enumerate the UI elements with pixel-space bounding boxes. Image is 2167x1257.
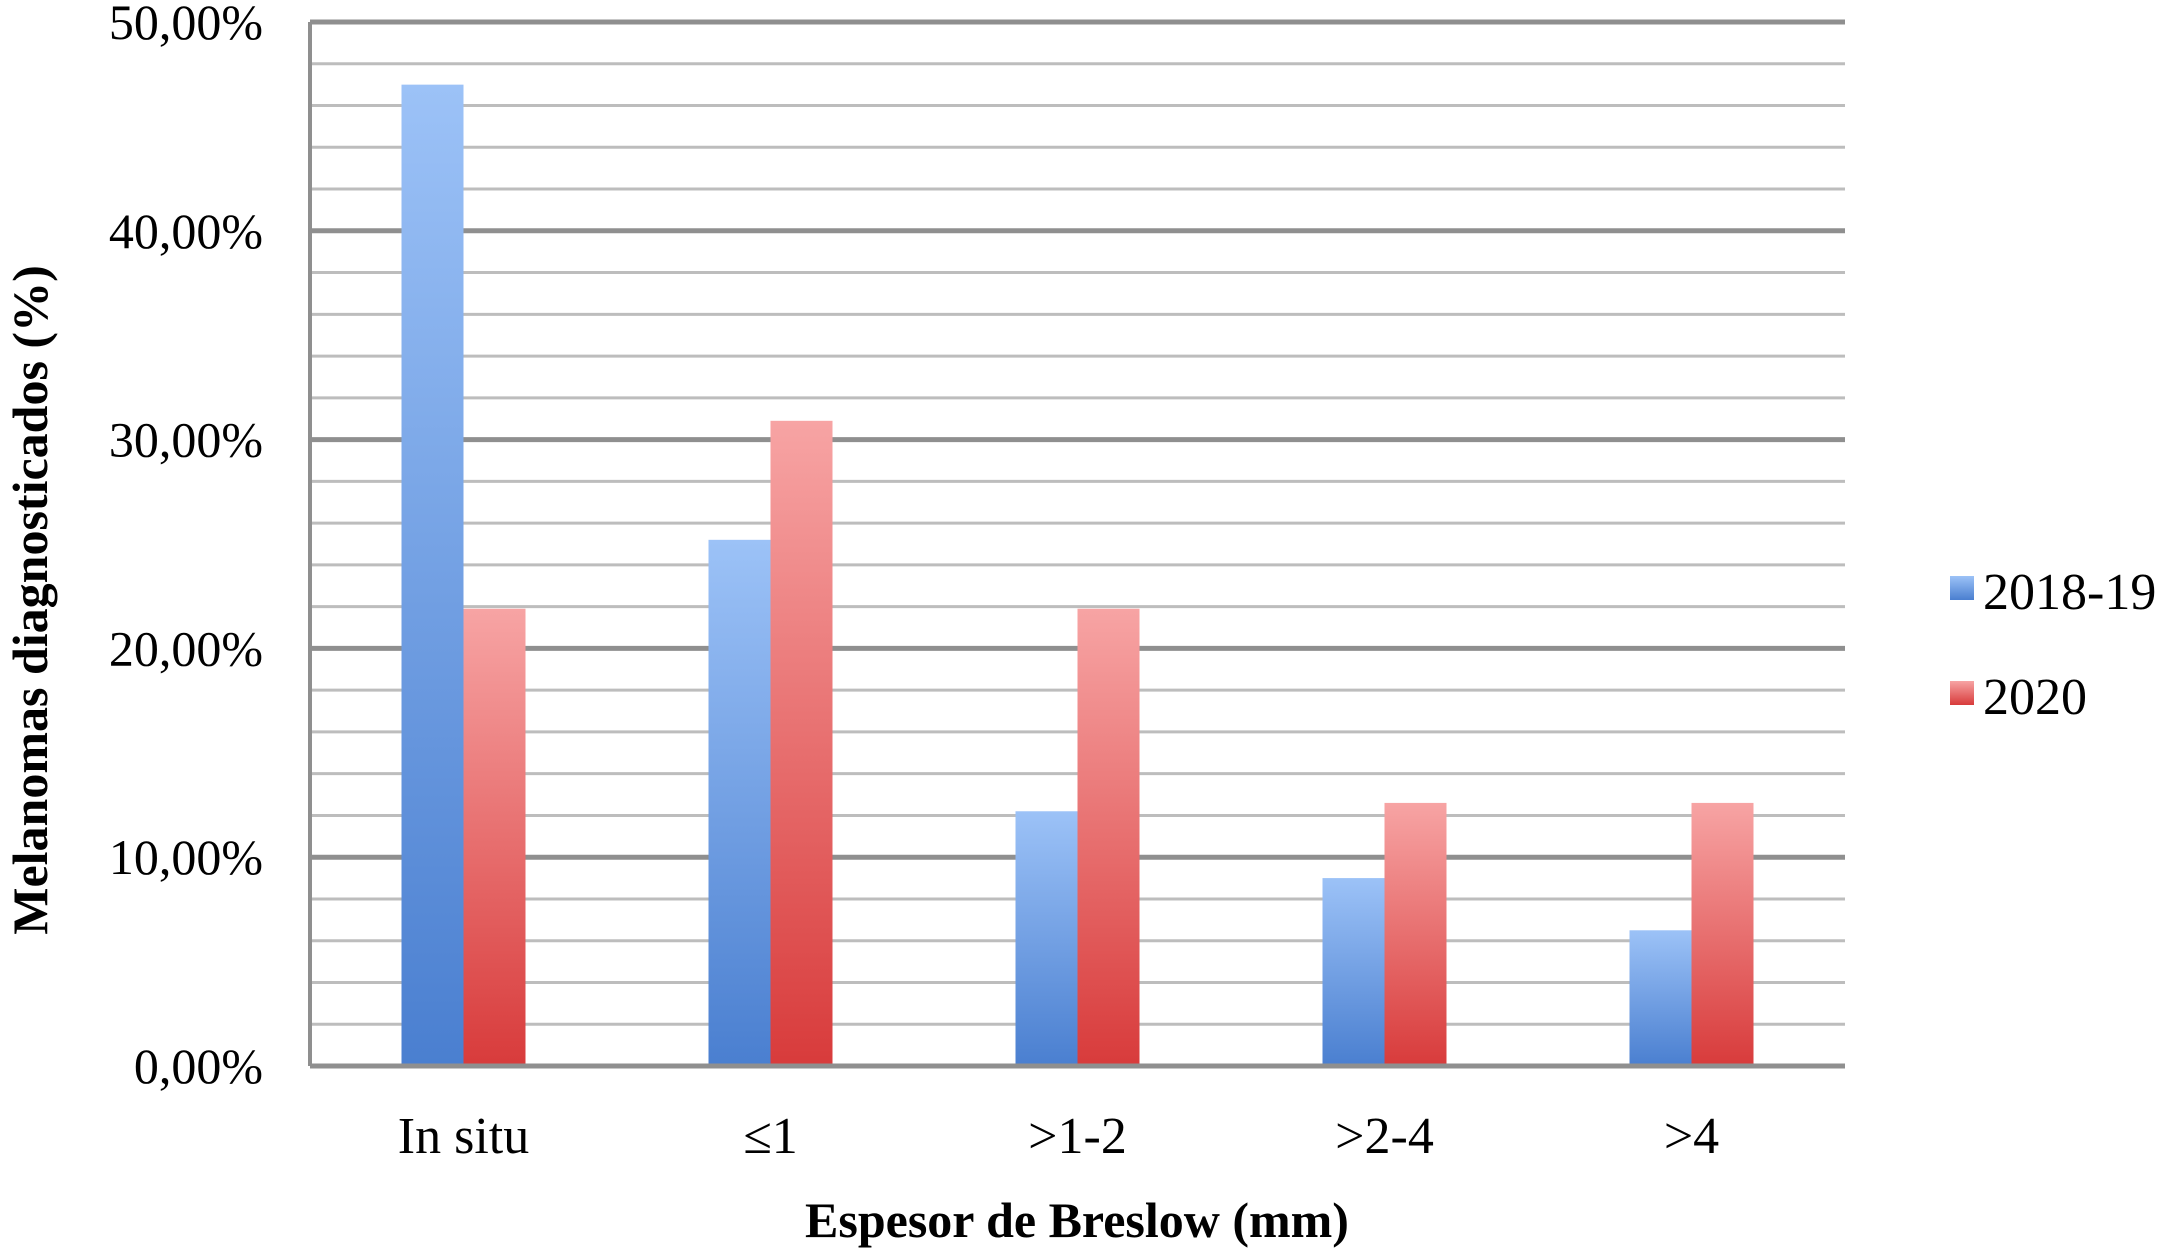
y-tick-label: 40,00%: [109, 203, 263, 259]
y-axis-title: Melanomas diagnosticados (%): [2, 265, 58, 934]
legend-swatch-2018-19: [1950, 576, 1974, 600]
x-axis-title: Espesor de Breslow (mm): [805, 1192, 1349, 1248]
bars: [401, 84, 1754, 1067]
y-tick-label: 10,00%: [109, 829, 263, 885]
bar-2020-≤1: [770, 420, 833, 1067]
y-tick-label: 30,00%: [109, 412, 263, 468]
axes: [308, 22, 1845, 1069]
bar-2018-19->1-2: [1015, 811, 1078, 1066]
x-tick-label: ≤1: [743, 1108, 798, 1165]
labels: 0,00% 10,00% 20,00% 30,00% 40,00% 50,00% In si…: [109, 0, 1719, 1165]
gridlines: [310, 19, 1845, 1069]
y-tick-label: 20,00%: [109, 620, 263, 676]
bar-2018-19-In situ: [401, 84, 464, 1066]
bar-2018-19-≤1: [708, 539, 771, 1066]
bar-2020->4: [1691, 802, 1754, 1066]
legend: 2018-19 2020: [1950, 564, 2156, 726]
legend-label: 2020: [1983, 669, 2087, 726]
x-tick-label: In situ: [398, 1108, 529, 1165]
bar-2018-19->4: [1629, 930, 1692, 1066]
legend-swatch-2020: [1950, 681, 1974, 705]
x-tick-label: >1-2: [1028, 1108, 1127, 1165]
x-tick-label: >4: [1664, 1108, 1719, 1165]
x-tick-label: >2-4: [1335, 1108, 1434, 1165]
bar-2020->1-2: [1077, 608, 1140, 1066]
y-tick-label: 0,00%: [134, 1038, 263, 1094]
bar-2020->2-4: [1384, 802, 1447, 1066]
bar-2020-In situ: [463, 608, 526, 1066]
legend-label: 2018-19: [1983, 564, 2156, 621]
y-tick-label: 50,00%: [109, 0, 263, 50]
bar-2018-19->2-4: [1322, 878, 1385, 1066]
